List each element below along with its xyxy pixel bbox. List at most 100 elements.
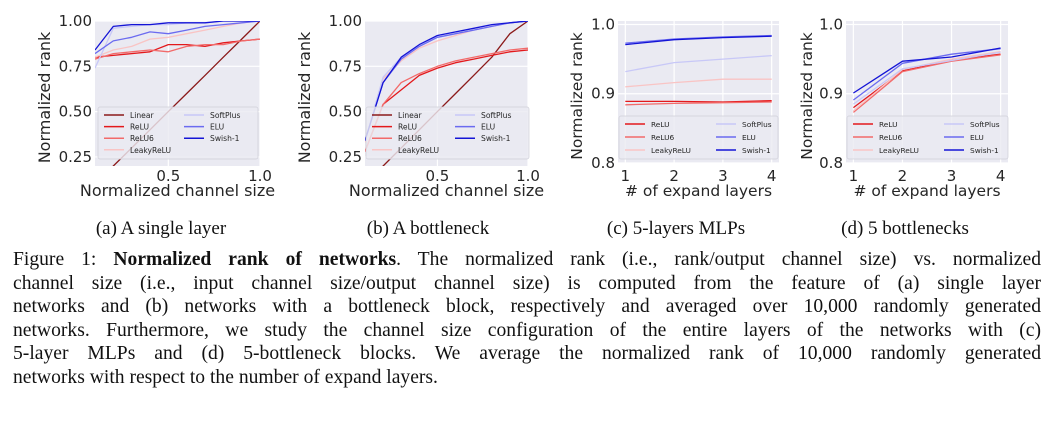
caption-line-3: networks and (b) networks with a bottlen… [13, 296, 1041, 318]
legend-label-leakyrelu: LeakyReLU [651, 146, 691, 155]
series-line-relu [853, 53, 1001, 109]
x-axis-label: Normalized channel size [349, 181, 544, 200]
x-tick-label: 4 [996, 167, 1006, 185]
legend-label-softplus: SoftPlus [970, 120, 1000, 129]
series-line-relu [365, 49, 528, 152]
y-tick-label: 1.00 [59, 12, 92, 30]
y-tick-label: 0.50 [59, 103, 92, 121]
x-axis-label: # of expand layers [853, 182, 1000, 200]
x-tick-label: 0.5 [426, 167, 450, 185]
y-tick-label: 1.0 [591, 15, 615, 33]
x-tick-label: 2 [898, 167, 908, 185]
legend-label-linear: Linear [130, 111, 154, 120]
series-line-relu6 [625, 101, 772, 106]
legend-box [846, 115, 1009, 160]
legend-label-relu6: ReLU6 [651, 133, 675, 142]
x-tick-label: 2 [669, 167, 679, 185]
legend-label-relu6: ReLU6 [398, 134, 422, 143]
legend-box [97, 106, 259, 160]
legend-label-relu: ReLU [130, 123, 149, 132]
x-tick-label: 1.0 [248, 167, 272, 185]
caption-line-1: Figure 1: Normalized rank of networks. T… [13, 248, 1041, 272]
caption-line-1-text: . The normalized rank (i.e., rank/output… [396, 249, 1042, 270]
x-tick-label: 3 [718, 167, 728, 185]
legend-label-relu: ReLU [398, 123, 417, 132]
subcaption-a: (a) A single layer [95, 218, 227, 239]
legend: Linear ReLU ReLU6 LeakyReLU SoftPlus ELU Swish… [97, 106, 259, 160]
caption-line-6: networks with respect to the number of e… [13, 366, 438, 388]
series-group [625, 34, 772, 106]
legend-label-relu: ReLU [879, 120, 898, 129]
series-line-softplus [853, 51, 1001, 105]
legend-label-swish-1: Swish-1 [970, 146, 999, 155]
y-tick-label: 0.50 [329, 103, 362, 121]
legend-label-swish-1: Swish-1 [742, 146, 771, 155]
x-axis-label: # of expand layers [625, 182, 772, 200]
figure-caption: Figure 1: Normalized rank of networks. T… [13, 248, 1041, 390]
caption-line-4: networks. Furthermore, we study the chan… [13, 319, 1041, 341]
legend-box [618, 115, 779, 160]
legend-label-elu: ELU [742, 133, 756, 142]
x-tick-label: 3 [947, 167, 957, 185]
x-tick-label: 1.0 [516, 167, 540, 185]
y-tick-label: 0.9 [591, 85, 615, 103]
legend-label-leakyrelu: LeakyReLU [879, 146, 919, 155]
caption-title: Normalized rank of networks [113, 249, 397, 270]
series-line-elu [95, 21, 260, 55]
legend-label-elu: ELU [210, 123, 224, 132]
chart-d-svg: ReLU ReLU6 LeakyReLU SoftPlus ELU Swish-1 0.8 0… [798, 15, 1009, 200]
series-line-swish-1 [625, 35, 772, 46]
x-axis-label: Normalized channel size [80, 181, 275, 200]
chart-c-svg: ReLU ReLU6 LeakyReLU SoftPlus ELU Swish-1 0.8 0… [568, 15, 779, 200]
chart-c-5-layer-mlps: ReLU ReLU6 LeakyReLU SoftPlus ELU Swish-1 0.8 0… [560, 0, 800, 212]
x-tick-label: 1 [621, 167, 631, 185]
series-line-relu6 [365, 47, 528, 152]
legend: ReLU ReLU6 LeakyReLU SoftPlus ELU Swish-1 [618, 115, 779, 160]
y-tick-label: 1.0 [819, 15, 843, 33]
series-line-swish-1 [365, 21, 528, 141]
subcaption-b: (b) A bottleneck [366, 218, 490, 239]
y-axis-label: Normalized rank [295, 31, 314, 163]
series-line-softplus [625, 54, 772, 73]
y-tick-label: 0.9 [819, 85, 843, 103]
legend: ReLU ReLU6 LeakyReLU SoftPlus ELU Swish-1 [846, 115, 1009, 160]
legend-box [365, 106, 530, 160]
chart-a-single-layer: Linear ReLU ReLU6 LeakyReLU SoftPlus ELU Swish… [0, 0, 300, 212]
y-tick-label: 0.75 [329, 57, 362, 75]
legend-label-softplus: SoftPlus [742, 120, 772, 129]
series-line-swish-1 [95, 21, 260, 51]
chart-a-svg: Linear ReLU ReLU6 LeakyReLU SoftPlus ELU Swish… [35, 12, 275, 200]
legend-label-elu: ELU [481, 123, 495, 132]
series-line-elu [625, 34, 772, 44]
x-tick-label: 0.5 [156, 167, 180, 185]
caption-line-5: 5-layer MLPs and (d) 5-bottleneck blocks… [13, 343, 1041, 365]
series-line-leakyrelu [95, 21, 260, 58]
y-tick-label: 0.25 [329, 148, 362, 166]
legend-label-softplus: SoftPlus [481, 111, 511, 120]
y-axis-label: Normalized rank [568, 32, 586, 160]
legend-label-swish-1: Swish-1 [210, 134, 240, 143]
series-line-relu6 [95, 38, 260, 60]
legend: Linear ReLU ReLU6 LeakyReLU SoftPlus ELU Swish… [365, 106, 530, 160]
legend-label-leakyrelu: LeakyReLU [398, 146, 439, 155]
legend-label-relu: ReLU [651, 120, 670, 129]
subcaption-d: (d) 5 bottlenecks [841, 218, 969, 239]
legend-label-swish-1: Swish-1 [481, 134, 511, 143]
series-group [852, 47, 1001, 113]
series-line-relu [95, 38, 260, 58]
x-tick-label: 1 [849, 167, 859, 185]
chart-b-bottleneck: Linear ReLU ReLU6 LeakyReLU SoftPlus ELU Swish… [290, 0, 570, 212]
y-axis-label: Normalized rank [35, 31, 54, 163]
y-axis-label: Normalized rank [798, 32, 816, 160]
series-line-relu [625, 100, 772, 103]
legend-label-softplus: SoftPlus [210, 111, 240, 120]
series-line-swish-1 [853, 47, 1001, 94]
legend-label-relu6: ReLU6 [130, 134, 154, 143]
y-tick-label: 0.8 [819, 154, 843, 172]
figure-panels: Linear ReLU ReLU6 LeakyReLU SoftPlus ELU Swish… [0, 0, 1053, 212]
chart-b-svg: Linear ReLU ReLU6 LeakyReLU SoftPlus ELU Swish… [295, 12, 544, 200]
legend-label-elu: ELU [970, 133, 984, 142]
caption-line-2: channel size (i.e., input channel size/o… [13, 272, 1041, 294]
x-tick-label: 4 [767, 167, 777, 185]
subcaption-c: (c) 5-layers MLPs [606, 218, 746, 239]
